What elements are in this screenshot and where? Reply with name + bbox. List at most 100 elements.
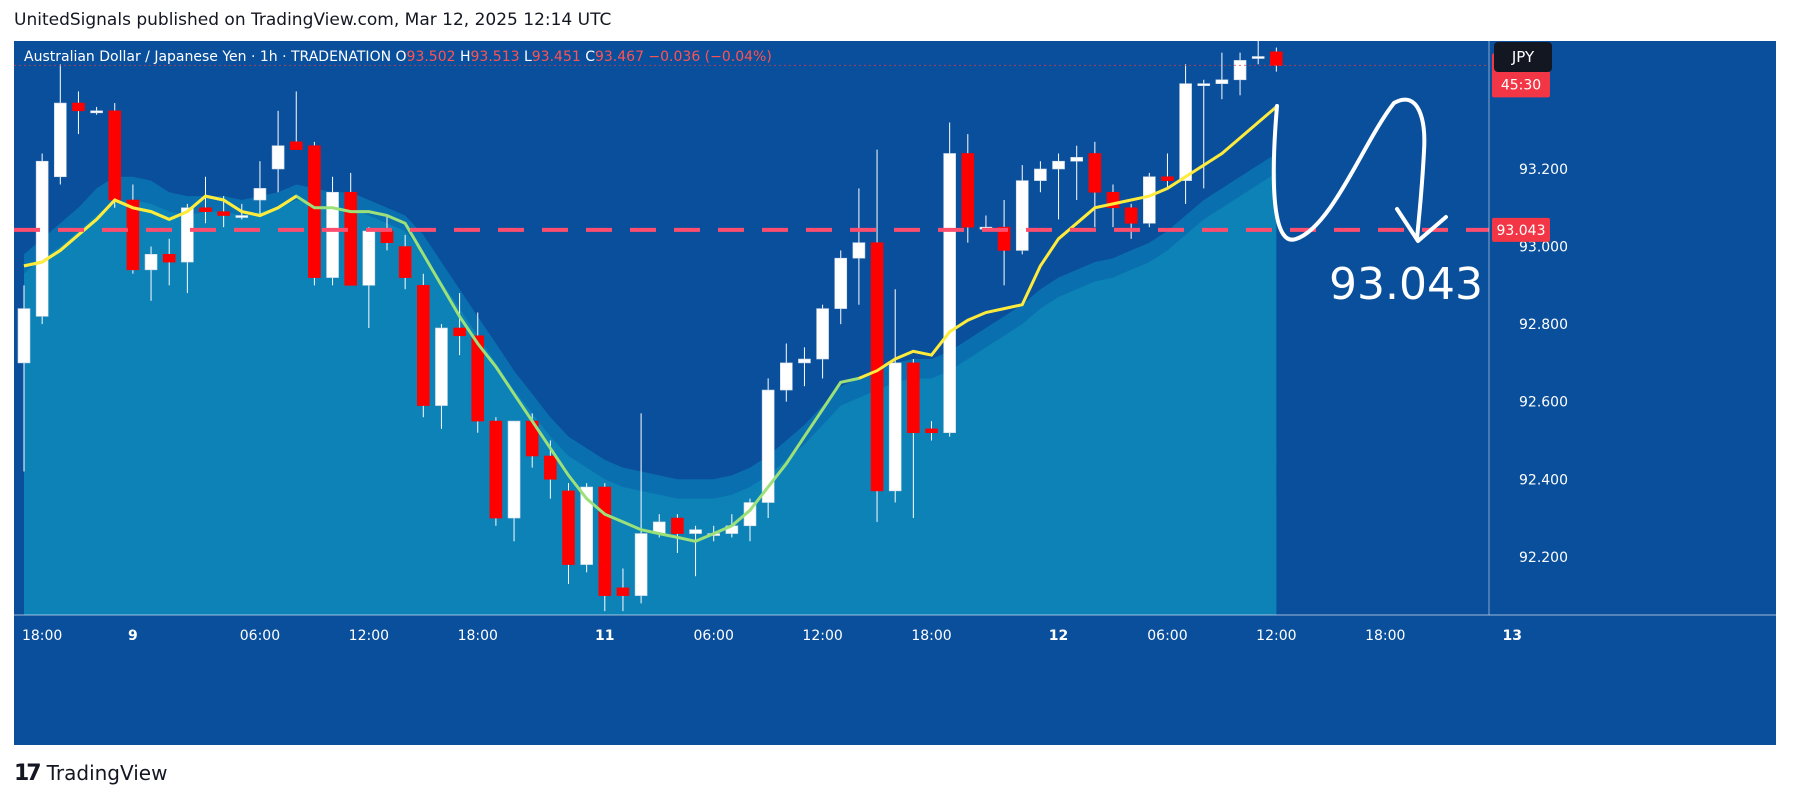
price-axis-label: 92.200: [1519, 550, 1568, 566]
candle-body: [181, 207, 194, 263]
time-axis-label: 18:00: [22, 628, 62, 644]
time-axis-label: 06:00: [240, 628, 280, 644]
candle-body: [1179, 83, 1192, 181]
symbol-legend: Australian Dollar / Japanese Yen · 1h · …: [24, 49, 772, 65]
candle-body: [35, 160, 49, 317]
candle-body: [997, 226, 1011, 251]
price-chart[interactable]: 93.043 18:00 9 06:00 12:00 18:00 11 06:00 12:00…: [14, 41, 1776, 745]
candle-body: [943, 153, 956, 434]
candle-body: [1015, 180, 1029, 251]
candle-body: [416, 285, 430, 406]
candle-bull: [943, 122, 956, 437]
candle-body: [1233, 60, 1247, 81]
candle-body: [398, 246, 412, 278]
candle-bull: [761, 378, 775, 519]
candle-bull: [834, 250, 848, 325]
candle-bull: [689, 525, 702, 577]
candle-body: [271, 145, 285, 170]
candle-bear: [453, 293, 466, 356]
candle-bull: [507, 420, 521, 542]
time-axis-label: 13: [1503, 628, 1522, 644]
candle-bear: [398, 234, 412, 290]
candle-bull: [1233, 52, 1247, 96]
time-axis-label: 18:00: [911, 628, 951, 644]
symbol-title: Australian Dollar / Japanese Yen · 1h · …: [24, 49, 396, 65]
time-axis-label: 11: [595, 628, 614, 644]
candle-bear: [489, 417, 503, 526]
candle-body: [199, 207, 212, 212]
price-axis-label: 93.000: [1519, 240, 1568, 256]
candle-bear: [199, 176, 212, 224]
candle-bear: [997, 200, 1011, 286]
candle-bear: [1088, 141, 1102, 228]
tradingview-logo[interactable]: 17 TradingView: [14, 760, 167, 786]
candle-bull: [1251, 41, 1265, 65]
candle-bull: [253, 161, 267, 216]
candle-body: [435, 327, 448, 406]
candle-bull: [271, 110, 285, 193]
candle-body: [1052, 160, 1065, 170]
candle-body: [453, 327, 466, 337]
candle-body: [544, 455, 557, 480]
time-axis-label: 06:00: [1147, 628, 1187, 644]
candle-body: [1251, 56, 1265, 59]
candle-body: [634, 533, 648, 596]
candle-body: [471, 335, 485, 422]
price-axis-label: 92.600: [1519, 395, 1568, 411]
candle-bull: [852, 188, 866, 305]
candle-body: [1270, 51, 1283, 66]
high-label: H: [460, 49, 471, 65]
candle-body: [217, 211, 230, 216]
candle-body: [907, 362, 920, 434]
candle-body: [126, 199, 140, 271]
candle-bear: [1161, 153, 1174, 189]
price-axis-label: 93.200: [1519, 162, 1568, 178]
candle-body: [144, 254, 158, 271]
candle-body: [852, 242, 866, 259]
ema-fast-line: [858, 105, 1278, 380]
candle-body: [344, 191, 358, 286]
candle-bull: [53, 64, 67, 185]
candle-body: [53, 102, 67, 178]
candle-bull: [1015, 165, 1029, 255]
candle-body: [162, 254, 176, 263]
low-label: L: [524, 49, 532, 65]
candle-bull: [798, 347, 811, 387]
candle-bear: [126, 184, 140, 274]
candle-bear: [162, 238, 176, 286]
candle-bear: [289, 91, 303, 150]
candle-body: [362, 230, 376, 286]
candle-bear: [961, 134, 975, 243]
candle-body: [616, 587, 630, 596]
high-value: 93.513: [471, 49, 524, 65]
candle-bull: [1143, 172, 1156, 228]
currency-button-label: JPY: [1511, 48, 1535, 66]
candle-bear: [108, 103, 122, 208]
candle-bull: [17, 285, 31, 472]
time-axis-label: 06:00: [694, 628, 734, 644]
change-value: −0.036 (−0.04%): [648, 49, 771, 65]
candle-bear: [344, 172, 358, 286]
target-price-badge: [1492, 217, 1550, 242]
candle-body: [380, 230, 394, 243]
candle-bear: [671, 514, 684, 553]
candle-bull: [779, 343, 793, 402]
candle-body: [671, 517, 684, 534]
ema-fast-line-early: [23, 194, 298, 268]
candle-bear: [72, 91, 85, 135]
candle-bull: [1215, 52, 1229, 100]
published-line: UnitedSignals published on TradingView.c…: [14, 10, 612, 30]
time-axis-label: 12:00: [802, 628, 842, 644]
open-value: 93.502: [407, 49, 460, 65]
candle-body: [689, 529, 702, 534]
candle-bull: [1197, 79, 1211, 189]
candle-bull: [888, 289, 902, 503]
currency-button[interactable]: JPY: [1494, 42, 1552, 72]
target-annotation-text: 93.043: [1329, 259, 1483, 310]
candle-bull: [435, 324, 448, 429]
candle-body: [235, 215, 249, 218]
candle-body: [562, 490, 575, 565]
candle-bear: [1270, 47, 1283, 72]
target-price-badge-text: 93.043: [1497, 223, 1546, 239]
candle-bear: [471, 312, 485, 433]
